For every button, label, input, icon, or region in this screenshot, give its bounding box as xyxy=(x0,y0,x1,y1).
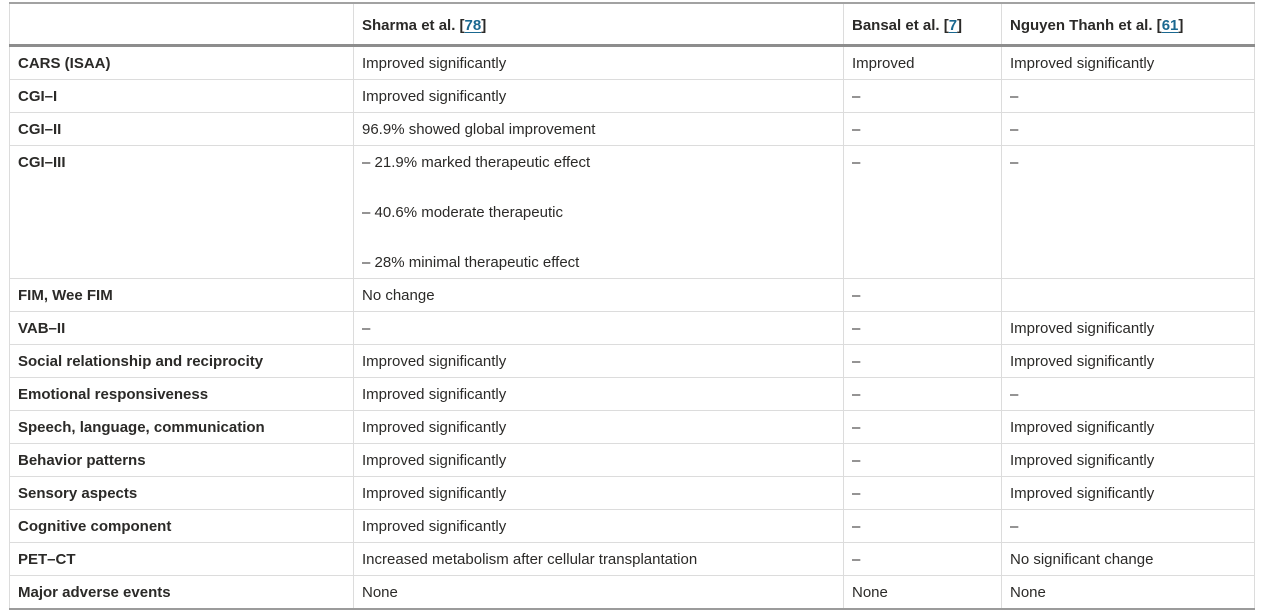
table-row-behavior: Behavior patterns Improved significantly… xyxy=(9,443,1255,477)
cell-nguyen: None xyxy=(1001,575,1255,610)
cell-bansal: – xyxy=(843,278,1002,312)
table-row-vab: VAB–II – – Improved significantly xyxy=(9,311,1255,345)
cell-nguyen: Improved significantly xyxy=(1001,344,1255,378)
column-header-sharma: Sharma et al. [78] xyxy=(353,3,844,47)
cell-bansal: – xyxy=(843,79,1002,113)
cell-nguyen: Improved significantly xyxy=(1001,410,1255,444)
cell-sharma: Increased metabolism after cellular tran… xyxy=(353,542,844,576)
row-label: CARS (ISAA) xyxy=(9,45,354,80)
cell-nguyen: – xyxy=(1001,79,1255,113)
column-header-bansal: Bansal et al. [7] xyxy=(843,3,1002,47)
cell-sharma: – xyxy=(353,311,844,345)
cell-sharma: Improved significantly xyxy=(353,344,844,378)
cell-bansal: – xyxy=(843,443,1002,477)
cell-sharma: Improved significantly xyxy=(353,476,844,510)
citation-link-61[interactable]: 61 xyxy=(1161,17,1179,34)
row-label: CGI–III xyxy=(9,145,354,279)
table-row-sensory: Sensory aspects Improved significantly –… xyxy=(9,476,1255,510)
table-row-social: Social relationship and reciprocity Impr… xyxy=(9,344,1255,378)
cell-bansal: – xyxy=(843,377,1002,411)
cell-nguyen: No significant change xyxy=(1001,542,1255,576)
cell-bansal: – xyxy=(843,145,1002,279)
citation-link-78[interactable]: 78 xyxy=(464,17,482,34)
cell-sharma: Improved significantly xyxy=(353,509,844,543)
row-label: CGI–I xyxy=(9,79,354,113)
cell-sharma: No change xyxy=(353,278,844,312)
cell-nguyen: Improved significantly xyxy=(1001,443,1255,477)
cell-bansal: – xyxy=(843,311,1002,345)
row-label: VAB–II xyxy=(9,311,354,345)
cell-bansal: – xyxy=(843,476,1002,510)
table-row-cognitive: Cognitive component Improved significant… xyxy=(9,509,1255,543)
table-row-petct: PET–CT Increased metabolism after cellul… xyxy=(9,542,1255,576)
header-text: ] xyxy=(481,17,487,34)
table-row-cgi-1: CGI–I Improved significantly – – xyxy=(9,79,1255,113)
cell-bansal: – xyxy=(843,542,1002,576)
cell-sharma: Improved significantly xyxy=(353,377,844,411)
cell-nguyen: Improved significantly xyxy=(1001,311,1255,345)
study-outcomes-table: Sharma et al. [78] Bansal et al. [7] Ngu… xyxy=(9,2,1255,610)
cell-nguyen: – xyxy=(1001,509,1255,543)
cell-sharma: Improved significantly xyxy=(353,443,844,477)
cell-nguyen xyxy=(1001,278,1255,312)
therapeutic-effect-line: – 21.9% marked therapeutic effect xyxy=(362,154,591,171)
therapeutic-effect-line: – 28% minimal therapeutic effect xyxy=(362,254,580,271)
cell-sharma: – 21.9% marked therapeutic effect – 40.6… xyxy=(353,145,844,279)
table-row-emotional: Emotional responsiveness Improved signif… xyxy=(9,377,1255,411)
cell-sharma: Improved significantly xyxy=(353,410,844,444)
cell-nguyen: Improved significantly xyxy=(1001,476,1255,510)
cell-sharma: Improved significantly xyxy=(353,45,844,80)
cell-bansal: – xyxy=(843,112,1002,146)
column-header-empty xyxy=(9,3,354,47)
header-text: Nguyen Thanh et al. [ xyxy=(1010,17,1162,34)
citation-link-7[interactable]: 7 xyxy=(948,17,958,34)
header-text: Sharma et al. [ xyxy=(362,17,465,34)
row-label: Major adverse events xyxy=(9,575,354,610)
cell-bansal: – xyxy=(843,509,1002,543)
cell-bansal: None xyxy=(843,575,1002,610)
cell-bansal: – xyxy=(843,344,1002,378)
row-label: Cognitive component xyxy=(9,509,354,543)
header-row: Sharma et al. [78] Bansal et al. [7] Ngu… xyxy=(9,3,1255,47)
therapeutic-effect-line: – 40.6% moderate therapeutic xyxy=(362,204,563,221)
row-label: Emotional responsiveness xyxy=(9,377,354,411)
row-label: Behavior patterns xyxy=(9,443,354,477)
row-label: FIM, Wee FIM xyxy=(9,278,354,312)
header-text: ] xyxy=(1178,17,1184,34)
cell-bansal: Improved xyxy=(843,45,1002,80)
column-header-nguyen: Nguyen Thanh et al. [61] xyxy=(1001,3,1255,47)
row-label: Sensory aspects xyxy=(9,476,354,510)
cell-nguyen: Improved significantly xyxy=(1001,45,1255,80)
cell-bansal: – xyxy=(843,410,1002,444)
cell-sharma: 96.9% showed global improvement xyxy=(353,112,844,146)
table-row-cgi-3: CGI–III – 21.9% marked therapeutic effec… xyxy=(9,145,1255,279)
cell-nguyen: – xyxy=(1001,377,1255,411)
cell-sharma: None xyxy=(353,575,844,610)
table-row-adverse: Major adverse events None None None xyxy=(9,575,1255,610)
table-row-cgi-2: CGI–II 96.9% showed global improvement –… xyxy=(9,112,1255,146)
row-label: Social relationship and reciprocity xyxy=(9,344,354,378)
row-label: Speech, language, communication xyxy=(9,410,354,444)
table-row-cars: CARS (ISAA) Improved significantly Impro… xyxy=(9,45,1255,80)
cell-nguyen: – xyxy=(1001,112,1255,146)
header-text: Bansal et al. [ xyxy=(852,17,949,34)
row-label: CGI–II xyxy=(9,112,354,146)
table-row-fim: FIM, Wee FIM No change – xyxy=(9,278,1255,312)
cell-sharma: Improved significantly xyxy=(353,79,844,113)
row-label: PET–CT xyxy=(9,542,354,576)
header-text: ] xyxy=(957,17,963,34)
cell-nguyen: – xyxy=(1001,145,1255,279)
table-row-speech: Speech, language, communication Improved… xyxy=(9,410,1255,444)
